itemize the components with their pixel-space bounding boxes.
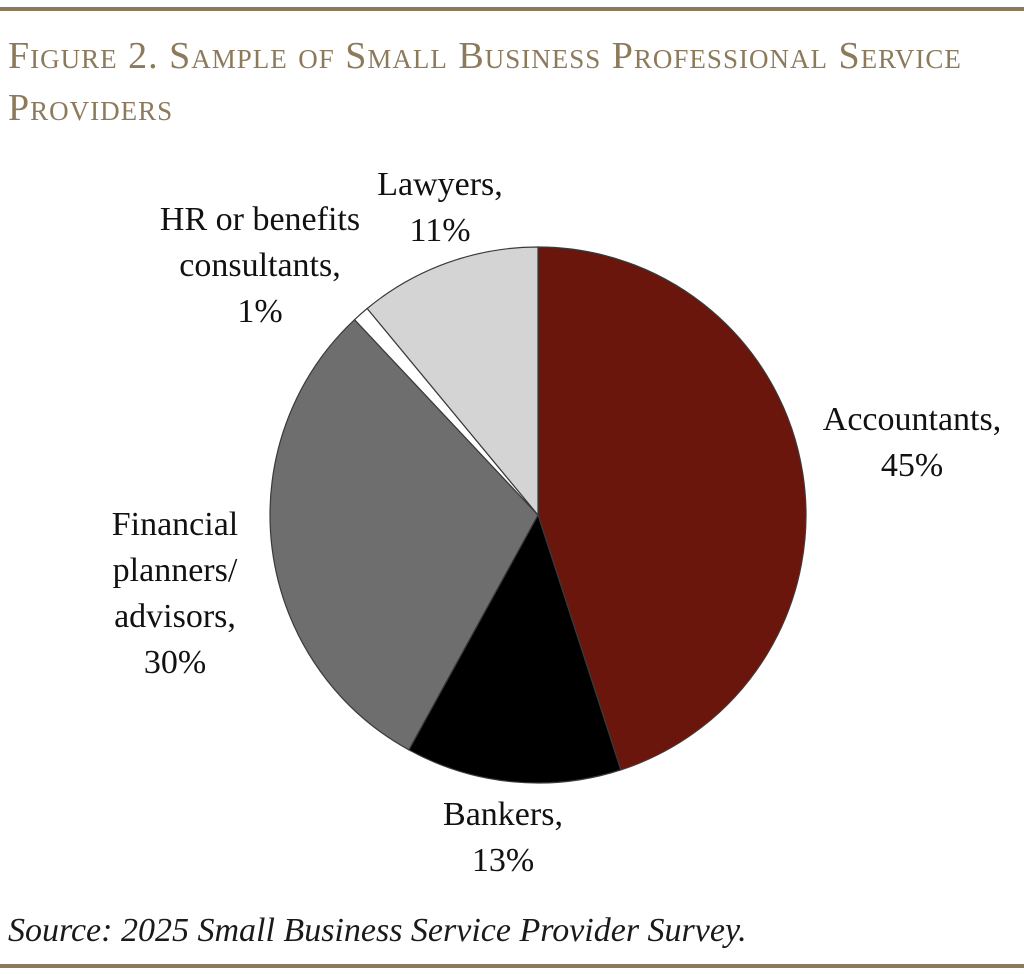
slice-label-lawyers: Lawyers, 11% <box>377 166 503 249</box>
pie-slice-bankers <box>408 513 622 784</box>
pie-slices <box>269 246 807 784</box>
pie-slice-accountants <box>537 246 807 771</box>
slice-label-financial-planners-advisors: Financial planners/advisors, 30% <box>112 506 239 681</box>
slice-label-bankers: Bankers, 13% <box>443 796 563 879</box>
source-note: Source: 2025 Small Business Service Prov… <box>8 912 747 949</box>
figure-title: Figure 2. Sample of Small Business Profe… <box>8 35 962 129</box>
pie-slice-lawyers <box>366 246 539 517</box>
pie-labels: Accountants, 45% Bankers, 13% Financial plann… <box>112 166 1001 879</box>
slice-label-accountants: Accountants, 45% <box>823 401 1001 484</box>
slice-label-hr-or-benefits-consultants: HR or benefits consultants, 1% <box>160 201 360 330</box>
pie-chart: Accountants, 45% Bankers, 13% Financial plann… <box>112 166 1001 879</box>
pie-slice-financial-planners-advisors <box>269 318 539 751</box>
bottom-rule <box>0 964 1024 968</box>
top-rule <box>0 7 1024 11</box>
